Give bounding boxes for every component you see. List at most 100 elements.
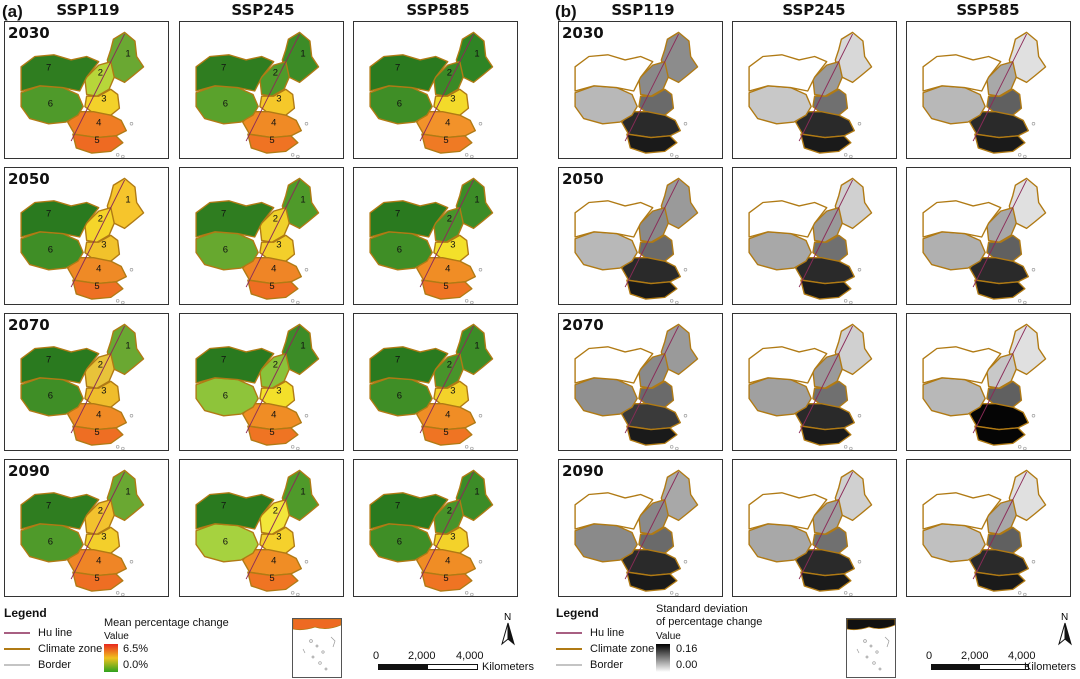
border-islands [843, 414, 862, 450]
inset-mainland-coast [293, 619, 341, 631]
climate-zone-3 [986, 526, 1023, 554]
panel-b-map-svg [748, 31, 873, 158]
panel-b-col-ssp119: SSP119 [611, 1, 675, 19]
zone-number-label: 2 [273, 359, 278, 370]
hu-line [624, 179, 680, 288]
hu-line [419, 471, 475, 580]
zone-number-label: 3 [101, 239, 106, 250]
border-islands [1017, 414, 1036, 450]
panel-a-year-label: 2070 [8, 316, 50, 334]
panel-b-year-label: 2070 [562, 316, 604, 334]
panel-a-scale-tick-2: 4,000 [456, 650, 484, 662]
panel-a-map-svg: 1 2 3 4 5 6 7 [20, 177, 145, 304]
climate-zone-3 [84, 380, 121, 408]
zone-number-label: 2 [98, 67, 103, 78]
panel-b-map-svg [922, 323, 1047, 450]
climate-zone-3 [812, 380, 849, 408]
panel-a-map-tile: 1 2 3 4 5 6 7 2070 [4, 313, 169, 451]
panel-a-scale-tick-1: 2,000 [408, 650, 436, 662]
climate-zone-3 [986, 380, 1023, 408]
climate-zone-3 [433, 88, 470, 116]
panel-b-scale-bar [931, 664, 1029, 670]
panel-b-map-svg [574, 469, 699, 596]
climate-zone-1 [106, 177, 145, 230]
panel-b-scale-tick-0: 0 [926, 650, 933, 662]
zone-number-label: 7 [221, 354, 226, 365]
zone-number-label: 3 [450, 531, 455, 542]
climate-zone-1 [455, 177, 494, 230]
panel-b-map-tile: 2050 [558, 167, 723, 305]
climate-zone-7 [20, 346, 100, 384]
climate-zone-7 [20, 54, 100, 92]
zone-number-label: 1 [125, 487, 130, 498]
climate-zone-3 [259, 234, 296, 262]
border-islands [843, 122, 862, 158]
zone-number-label: 5 [443, 573, 448, 584]
zone-number-label: 7 [46, 500, 51, 511]
climate-zone-1 [834, 177, 873, 230]
climate-zone-3 [986, 234, 1023, 262]
panel-b-map-svg [922, 31, 1047, 158]
hu-line [624, 33, 680, 142]
zone-number-label: 2 [98, 359, 103, 370]
climate-zone-1 [1008, 177, 1047, 230]
climate-zone-1 [834, 31, 873, 84]
zone-number-label: 6 [223, 537, 228, 548]
panel-a-map-svg: 1 2 3 4 5 6 7 [369, 323, 494, 450]
climate-zone-5 [800, 425, 852, 446]
panel-b-north-arrow: N [1058, 612, 1072, 646]
panel-b-year-label: 2030 [562, 24, 604, 42]
inset-islands [302, 636, 336, 671]
panel-b-color-ramp [656, 644, 670, 672]
panel-b-scale-tick-1: 2,000 [961, 650, 989, 662]
climate-zone-5 [626, 571, 678, 592]
climate-zone-7 [922, 492, 1002, 530]
zone-number-label: 6 [48, 245, 53, 256]
zone-number-label: 1 [474, 341, 479, 352]
zone-number-label: 1 [474, 195, 479, 206]
hu-line [70, 33, 126, 142]
panel-a-map-tile: 1 2 3 4 5 6 7 [353, 459, 518, 597]
climate-zone-5 [974, 133, 1026, 154]
panel-a-year-label: 2050 [8, 170, 50, 188]
climate-zone-6 [922, 85, 986, 125]
panel-b-map-tile: 2030 [558, 21, 723, 159]
climate-zone-5 [421, 425, 473, 446]
zone-number-label: 1 [125, 341, 130, 352]
zone-number-label: 7 [395, 62, 400, 73]
zone-number-label: 5 [269, 573, 274, 584]
zone-number-label: 3 [276, 531, 281, 542]
panel-a-map-tile: 1 2 3 4 5 6 7 2050 [4, 167, 169, 305]
zone-number-label: 5 [94, 135, 99, 146]
zone-number-label: 3 [276, 93, 281, 104]
zone-number-label: 1 [474, 49, 479, 60]
climate-zone-3 [812, 234, 849, 262]
north-arrow-left [1058, 622, 1066, 646]
panel-b-inset-map [846, 618, 896, 678]
zone-number-label: 1 [125, 195, 130, 206]
hu-line [245, 33, 301, 142]
zone-number-label: 4 [96, 117, 101, 128]
zone-number-label: 2 [98, 213, 103, 224]
zone-number-label: 4 [271, 556, 276, 567]
panel-a-legend-climate-zone: Climate zone [38, 643, 103, 655]
climate-zone-1 [106, 31, 145, 84]
climate-zone-7 [922, 54, 1002, 92]
hu-line [972, 325, 1028, 434]
panel-b-map-tile [732, 313, 897, 451]
zone-number-label: 6 [223, 391, 228, 402]
zone-number-label: 1 [300, 195, 305, 206]
climate-zone-7 [748, 492, 828, 530]
zone-number-label: 5 [443, 427, 448, 438]
panel-b-inset-shapes [847, 619, 895, 671]
zone-number-label: 6 [397, 391, 402, 402]
hu-line [245, 179, 301, 288]
climate-zone-7 [369, 346, 449, 384]
zone-number-label: 3 [101, 385, 106, 396]
climate-zone-7 [195, 346, 275, 384]
panel-b-map-tile [732, 167, 897, 305]
zone-number-label: 6 [48, 99, 53, 110]
panel-b-scale-unit: Kilometers [1024, 661, 1076, 673]
zone-number-label: 4 [445, 117, 450, 128]
panel-b-map-tile [906, 313, 1071, 451]
